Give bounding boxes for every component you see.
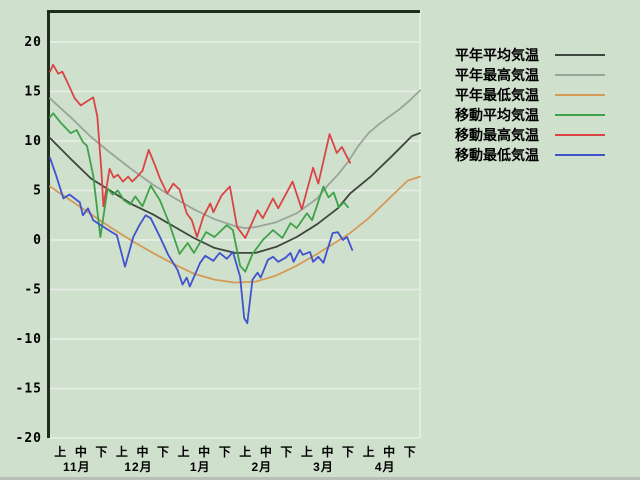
legend-item-moving-min: 移動最低気温 [455, 145, 605, 165]
x-axis-period-label: 上 [116, 444, 128, 459]
series-line-normal-max [49, 89, 421, 230]
series-line-normal-min [49, 175, 421, 284]
y-axis-line [47, 10, 50, 438]
y-axis-tick-label: 10 [24, 134, 42, 149]
legend-line-swatch [555, 94, 605, 96]
legend-line-swatch [555, 54, 605, 56]
x-axis-period-label: 中 [321, 444, 333, 459]
y-axis-tick-label: -20 [16, 431, 42, 446]
y-axis-tick-label: -10 [16, 332, 42, 347]
legend-line-swatch [555, 74, 605, 76]
legend-item-moving-mean: 移動平均気温 [455, 105, 605, 125]
x-axis-period-label: 中 [136, 444, 148, 459]
series-line-moving-mean [49, 112, 350, 273]
legend-item-normal-min: 平年最低気温 [455, 85, 605, 105]
x-axis-period-label: 中 [383, 444, 395, 459]
x-axis-month-label: 12月 [124, 460, 152, 474]
series-line-moving-max [49, 63, 352, 239]
x-axis-period-label: 上 [239, 444, 251, 459]
legend-label: 平年最低気温 [455, 87, 539, 103]
x-axis-period-label: 下 [219, 445, 231, 459]
x-axis-period-label: 中 [260, 444, 272, 459]
chart-legend: 平年平均気温 平年最高気温 平年最低気温 移動平均気温 移動最高気温 移動最低気… [455, 45, 605, 165]
x-axis-month-label: 4月 [375, 460, 396, 474]
x-axis-period-label: 下 [157, 445, 169, 459]
legend-label: 平年平均気温 [455, 47, 539, 63]
x-axis-period-label: 上 [54, 444, 66, 459]
legend-label: 移動最高気温 [455, 127, 539, 143]
legend-item-normal-mean: 平年平均気温 [455, 45, 605, 65]
legend-item-moving-max: 移動最高気温 [455, 125, 605, 145]
x-axis-period-label: 下 [280, 445, 292, 459]
axis-top-border [47, 10, 420, 13]
legend-line-swatch [555, 154, 605, 156]
series-line-moving-min [49, 156, 354, 325]
y-axis-tick-label: 5 [33, 184, 42, 199]
y-axis-tick-label: -15 [16, 382, 42, 397]
x-axis-period-label: 中 [75, 444, 87, 459]
x-axis-period-label: 中 [198, 444, 210, 459]
x-axis-month-label: 11月 [63, 460, 91, 474]
y-axis-tick-label: -5 [24, 283, 42, 298]
x-axis-month-label: 3月 [313, 460, 334, 474]
x-axis-period-label: 上 [301, 444, 313, 459]
x-axis-month-label: 1月 [190, 460, 211, 474]
y-axis-tick-label: 20 [24, 35, 42, 50]
legend-item-normal-max: 平年最高気温 [455, 65, 605, 85]
x-axis-month-label: 2月 [251, 460, 272, 474]
legend-label: 平年最高気温 [455, 67, 539, 83]
x-axis-period-label: 下 [95, 445, 107, 459]
y-axis-tick-label: 0 [33, 233, 42, 248]
legend-line-swatch [555, 134, 605, 136]
legend-line-swatch [555, 114, 605, 116]
x-axis-period-label: 上 [363, 444, 375, 459]
y-axis-tick-label: 15 [24, 85, 42, 100]
legend-label: 移動最低気温 [455, 147, 539, 163]
x-axis-period-label: 下 [404, 445, 416, 459]
legend-label: 移動平均気温 [455, 107, 539, 123]
x-axis-period-label: 下 [342, 445, 354, 459]
x-axis-period-label: 上 [178, 444, 190, 459]
